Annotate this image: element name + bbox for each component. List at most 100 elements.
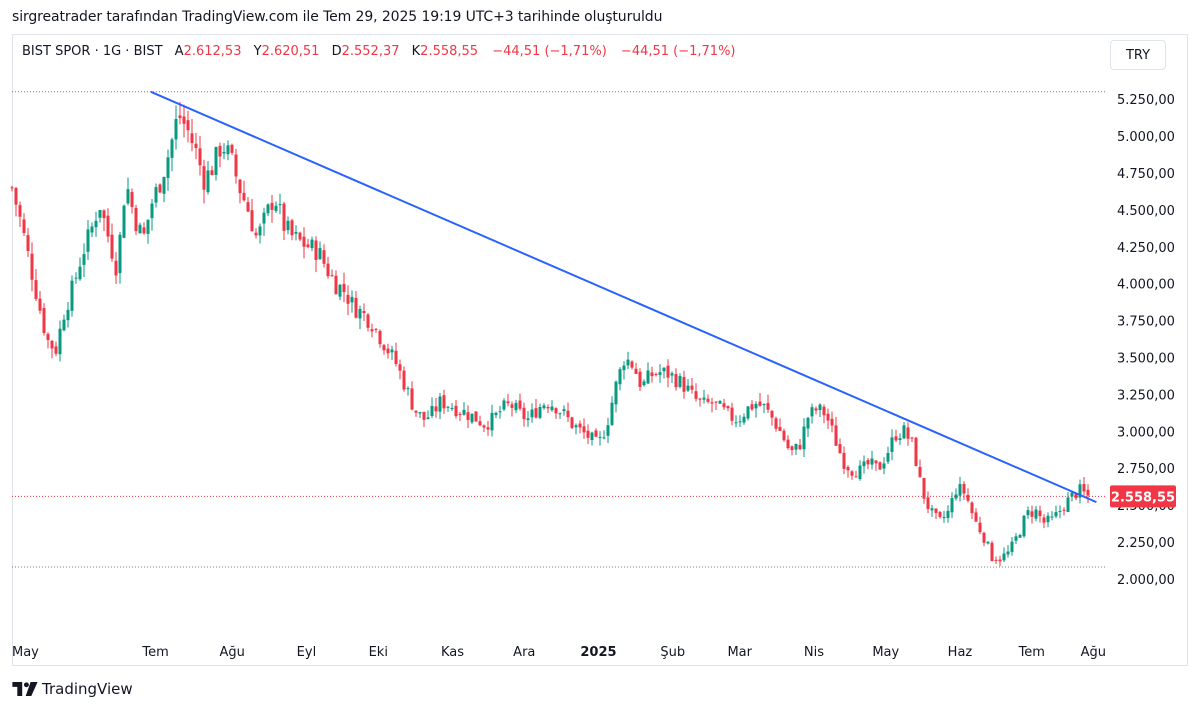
candle-body <box>122 205 126 238</box>
candle-body <box>102 210 106 219</box>
candle-body <box>246 202 250 212</box>
y-axis-tick-label: 2.000,00 <box>1117 573 1175 588</box>
candle-body <box>1002 553 1006 561</box>
candle-body <box>738 421 742 423</box>
candle-body <box>62 319 66 331</box>
candle-body <box>694 391 698 399</box>
candle-body <box>818 404 822 410</box>
candle-body <box>498 411 502 413</box>
candle-body <box>538 407 542 418</box>
candle-body <box>598 436 602 438</box>
candle-body <box>670 373 674 376</box>
y-axis-tick-label: 4.750,00 <box>1117 167 1175 182</box>
candle-body <box>570 417 574 428</box>
candle-body <box>994 559 998 561</box>
candle-body <box>530 409 534 418</box>
candle-body <box>282 203 286 231</box>
candle-body <box>390 349 394 353</box>
trendline[interactable] <box>150 90 1097 504</box>
candle-body <box>802 426 806 450</box>
candle-body <box>130 192 134 207</box>
candle-body <box>770 410 774 418</box>
candle-body <box>290 220 294 236</box>
candle-body <box>710 402 714 404</box>
candle-body <box>494 412 498 416</box>
candle-body <box>630 361 634 368</box>
candle-body <box>34 280 38 299</box>
candle-body <box>70 280 74 311</box>
candle-body <box>82 254 86 265</box>
candle-body <box>826 413 830 421</box>
candle-body <box>782 430 786 441</box>
candle-body <box>26 235 30 251</box>
candle-body <box>778 426 782 431</box>
candle-body <box>242 192 246 201</box>
candle-body <box>786 439 790 449</box>
y-axis-tick-label: 4.500,00 <box>1117 204 1175 219</box>
y-axis-tick-label: 3.750,00 <box>1117 315 1175 330</box>
candle-body <box>374 328 378 330</box>
candle-body <box>698 398 702 400</box>
candle-body <box>14 187 18 205</box>
candle-body <box>914 437 918 466</box>
candle-body <box>950 498 954 513</box>
candle-body <box>586 430 590 438</box>
candle-body <box>366 314 370 328</box>
candle-body <box>986 541 990 544</box>
candle-body <box>634 368 638 374</box>
candle-body <box>22 219 26 233</box>
candle-body <box>382 345 386 351</box>
tradingview-logo[interactable]: TradingView <box>12 680 133 698</box>
candle-body <box>250 210 254 232</box>
candle-body <box>862 461 866 467</box>
candle-body <box>946 510 950 519</box>
candle-body <box>1010 541 1014 553</box>
candle-body <box>1038 510 1042 517</box>
candle-body <box>150 203 154 219</box>
candle-body <box>706 398 710 402</box>
x-axis-tick-label: 2025 <box>580 645 616 660</box>
candle-body <box>114 260 118 276</box>
candle-body <box>750 404 754 410</box>
candle-body <box>318 248 322 260</box>
candle-body <box>182 116 186 124</box>
candle-body <box>138 224 142 234</box>
candle-body <box>1030 511 1034 517</box>
candle-body <box>686 385 690 391</box>
candle-body <box>550 406 554 411</box>
candle-body <box>638 371 642 387</box>
x-axis-tick-label: Mar <box>727 645 752 660</box>
candle-body <box>658 372 662 376</box>
legend-symbol[interactable]: BIST SPOR · 1G · BIST <box>22 44 163 59</box>
candle-body <box>178 115 182 119</box>
x-axis-tick-label: Ara <box>513 645 535 660</box>
candle-body <box>714 401 718 403</box>
candle-body <box>758 401 762 406</box>
legend-high-label: Y <box>253 44 262 59</box>
candle-body <box>1062 509 1066 511</box>
candle-body <box>314 240 318 260</box>
x-axis-tick-label: May <box>12 645 39 660</box>
y-axis-tick-label: 5.250,00 <box>1117 93 1175 108</box>
candle-body <box>158 184 162 193</box>
candle-body <box>354 297 358 318</box>
candle-body <box>834 425 838 446</box>
candle-body <box>894 436 898 441</box>
candle-body <box>338 284 342 297</box>
candle-body <box>890 437 894 452</box>
chart-frame[interactable] <box>12 34 1188 666</box>
candle-body <box>926 497 930 509</box>
candle-body <box>506 401 510 404</box>
legend-low-label: D <box>331 44 342 59</box>
candle-body <box>30 253 34 280</box>
candle-body <box>542 405 546 409</box>
legend-close-label: K <box>411 44 421 59</box>
candle-body <box>438 396 442 412</box>
candle-body <box>646 370 650 384</box>
candle-body <box>922 477 926 499</box>
candle-body <box>998 559 1002 562</box>
currency-button[interactable]: TRY <box>1110 40 1166 70</box>
candle-body <box>874 460 878 464</box>
legend-close: 2.558,55 <box>420 44 479 59</box>
